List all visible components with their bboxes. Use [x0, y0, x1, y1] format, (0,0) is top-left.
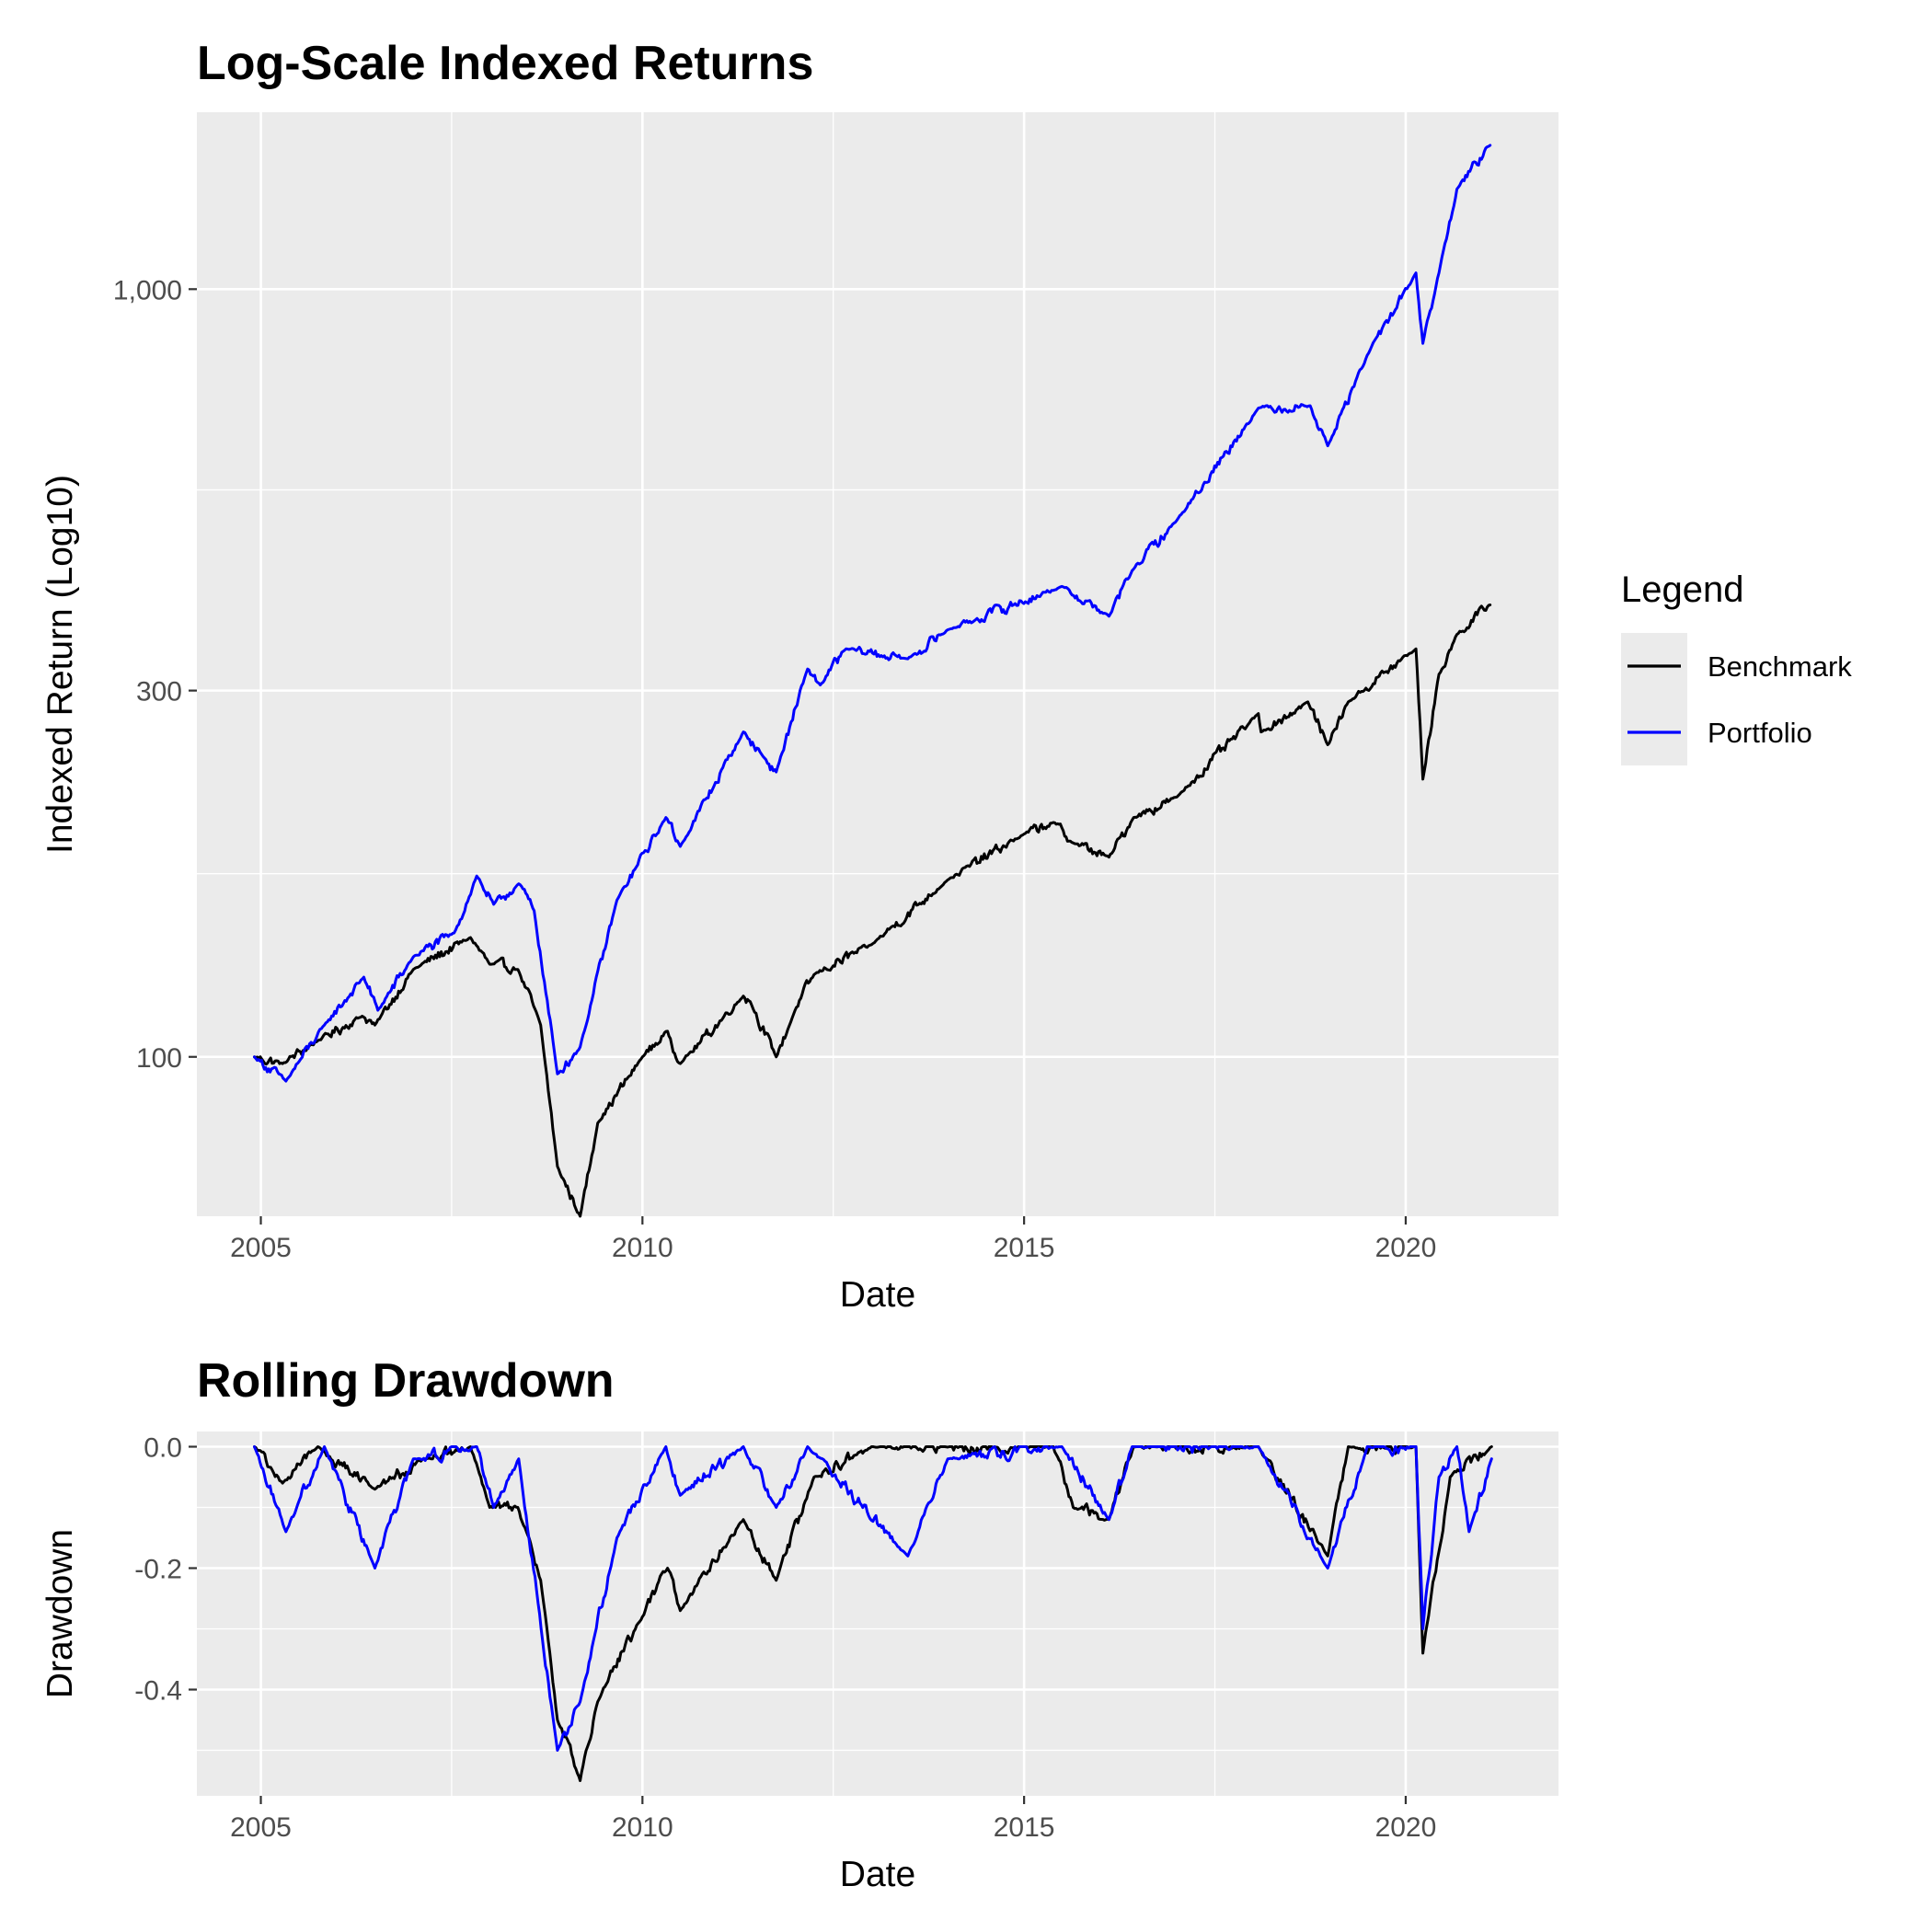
returns-x-tick-label: 2015 — [994, 1233, 1055, 1263]
returns-x-tick-label: 2010 — [612, 1233, 673, 1263]
drawdown-x-tick-label: 2005 — [230, 1812, 292, 1843]
returns-chart-y-axis-title: Indexed Return (Log10) — [40, 475, 80, 854]
returns-series-benchmark-line — [253, 604, 1492, 1218]
returns-x-tick-label: 2005 — [230, 1233, 292, 1263]
drawdown-series-portfolio-line — [253, 1445, 1493, 1752]
returns-chart-title: Log-Scale Indexed Returns — [197, 37, 813, 90]
drawdown-x-tick-label: 2020 — [1375, 1812, 1437, 1843]
legend-label-portfolio: Portfolio — [1708, 717, 1812, 749]
returns-series-portfolio-line — [253, 144, 1492, 1083]
returns-chart: Log-Scale Indexed Returns 2005 2010 2015 20… — [40, 37, 1558, 1315]
drawdown-chart: Rolling Drawdown 2005 2010 2015 2020 0.0 -0.2… — [40, 1354, 1558, 1894]
drawdown-y-tick-label: 0.0 — [144, 1433, 182, 1464]
returns-chart-x-axis-title: Date — [840, 1275, 915, 1315]
returns-x-tick-label: 2020 — [1375, 1233, 1437, 1263]
drawdown-chart-panel — [197, 1432, 1558, 1796]
legend-title: Legend — [1621, 569, 1743, 610]
returns-y-tick-label: 300 — [136, 677, 182, 707]
drawdown-x-tick-label: 2010 — [612, 1812, 673, 1843]
drawdown-chart-x-axis-title: Date — [840, 1855, 915, 1894]
legend-label-benchmark: Benchmark — [1708, 650, 1852, 683]
drawdown-y-tick-label: -0.4 — [134, 1676, 182, 1707]
drawdown-y-tick-label: -0.2 — [134, 1555, 182, 1585]
returns-y-tick-label: 100 — [136, 1043, 182, 1074]
returns-chart-panel — [197, 112, 1558, 1216]
drawdown-chart-title: Rolling Drawdown — [197, 1354, 615, 1408]
legend: Legend Benchmark Portfolio — [1621, 569, 1852, 765]
drawdown-x-tick-label: 2015 — [994, 1812, 1055, 1843]
drawdown-chart-y-axis-title: Drawdown — [40, 1529, 80, 1698]
returns-y-tick-label: 1,000 — [113, 275, 182, 305]
